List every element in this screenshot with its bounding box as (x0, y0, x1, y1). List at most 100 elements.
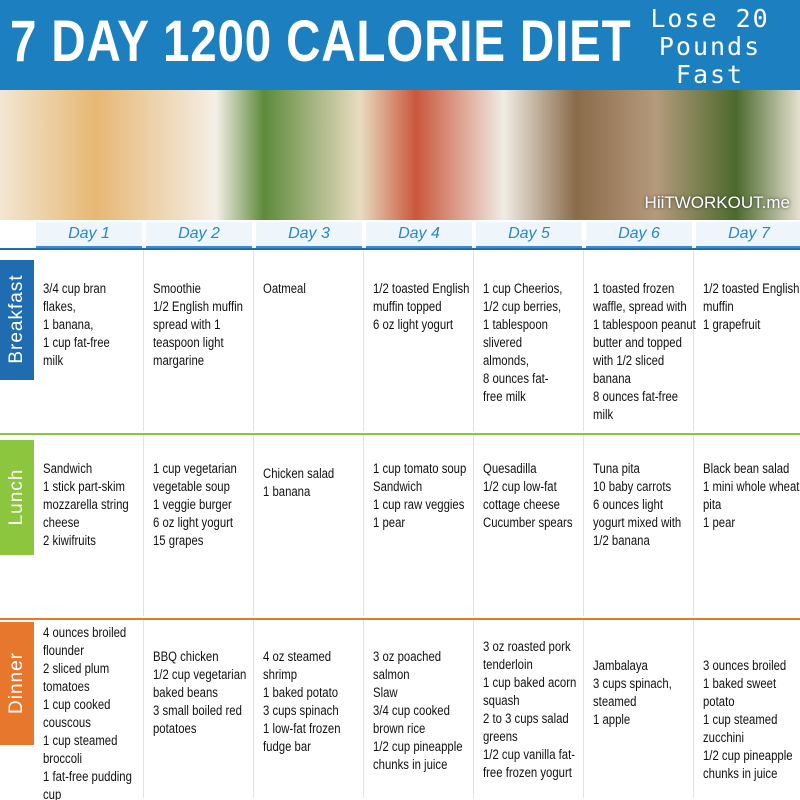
cell-line: 3 small boiled red (153, 703, 242, 718)
cell-line: 3/4 cup bran (43, 281, 107, 296)
column-divider (253, 620, 254, 798)
cell-line: banana (593, 371, 631, 386)
day-header: Day 5 (476, 222, 582, 248)
cell-line: flakes, (43, 299, 76, 314)
cell-line: greens (483, 729, 518, 744)
cell-line: 1/2 toasted English (703, 281, 800, 296)
column-divider (693, 250, 694, 431)
column-divider (363, 435, 364, 616)
cell-line: 8 ounces fat- (483, 371, 549, 386)
cell-line: Chicken salad (263, 466, 335, 481)
cell-line: yogurt mixed with (593, 515, 682, 530)
cell-line: zucchini (703, 730, 744, 745)
cell-line: 1 cup fat-free (43, 335, 110, 350)
header-bar (0, 0, 800, 90)
cell-line: 1/2 cup pineapple (373, 739, 463, 754)
cell-line: 8 ounces fat-free (593, 389, 679, 404)
cell-line: 1/2 cup pineapple (703, 748, 793, 763)
cell-line: margarine (153, 353, 205, 368)
cell-line: 3 oz roasted pork (483, 639, 571, 654)
cell-line: muffin (703, 299, 734, 314)
cell-line: 3 cups spinach (263, 703, 339, 718)
cell-line: 1 cup cooked (43, 697, 111, 712)
cell-line: 1/2 cup vegetarian (153, 667, 247, 682)
cell-line: pita (703, 497, 722, 512)
column-divider (693, 435, 694, 616)
row-label: Breakfast (0, 260, 34, 380)
cell-line: 1 tablespoon peanut (593, 317, 696, 332)
meal-name: Breakfast (6, 274, 27, 364)
cell-line: 1/2 banana (593, 533, 650, 548)
title: 7 DAY 1200 CALORIE DIET (10, 9, 632, 74)
column-divider (253, 435, 254, 616)
cell-line: 3 oz poached (373, 649, 442, 664)
day-header: Day 7 (696, 222, 800, 248)
cell-line: 2 kiwifruits (43, 533, 96, 548)
cell-line: milk (43, 353, 64, 368)
cell-line: 1 apple (593, 712, 631, 727)
cell-line: 1 toasted frozen (593, 281, 675, 296)
meal-name: Dinner (6, 651, 27, 714)
cell-line: Quesadilla (483, 461, 537, 476)
column-divider (473, 435, 474, 616)
cell-line: 1 cup tomato soup (373, 461, 467, 476)
cell-line: 6 oz light yogurt (153, 515, 234, 530)
cell-line: chunks in juice (703, 766, 778, 781)
cell-line: Slaw (373, 685, 398, 700)
cell-line: chunks in juice (373, 757, 448, 772)
cell-line: flounder (43, 643, 84, 658)
cell-line: 1 cup steamed (43, 733, 118, 748)
cell-line: almonds, (483, 353, 530, 368)
cell-line: 1 pear (703, 515, 736, 530)
cell-line: with 1/2 sliced (593, 353, 665, 368)
cell-line: tomatoes (43, 679, 90, 694)
cell-line: 1 mini whole wheat (703, 479, 800, 494)
cell-line: salmon (373, 667, 410, 682)
cell-line: broccoli (43, 751, 83, 766)
cell-line: butter and topped (593, 335, 682, 350)
cell-line: waffle, spread with (593, 299, 687, 314)
cell-line: 3/4 cup cooked (373, 703, 450, 718)
cell-line: vegetable soup (153, 479, 230, 494)
cell-line: Black bean salad (703, 461, 790, 476)
cell-line: muffin topped (373, 299, 442, 314)
cell-line: 1 banana (263, 484, 311, 499)
cell-line: 1 low-fat frozen (263, 721, 341, 736)
cell-line: cottage cheese (483, 497, 560, 512)
column-divider (363, 620, 364, 798)
cell-line: potatoes (153, 721, 197, 736)
cell-line: shrimp (263, 667, 298, 682)
cell-line: milk (593, 407, 614, 422)
row-rule (0, 248, 800, 250)
cell-line: 1 cup raw veggies (373, 497, 465, 512)
cell-line: 3 cups spinach, (593, 676, 672, 691)
day-header: Day 6 (586, 222, 692, 248)
column-divider (583, 435, 584, 616)
cell-line: Cucumber spears (483, 515, 573, 530)
cell-line: 1 baked potato (263, 685, 339, 700)
tagline: Lose 20 (650, 4, 770, 33)
column-divider (253, 250, 254, 431)
column-divider (143, 250, 144, 431)
cell-line: 1 stick part-skim (43, 479, 125, 494)
column-divider (143, 620, 144, 798)
cell-line: 10 baby carrots (593, 479, 672, 494)
cell-line: 1 cup vegetarian (153, 461, 237, 476)
column-divider (473, 620, 474, 798)
cell-line: 6 ounces light (593, 497, 663, 512)
cell-line: squash (483, 693, 520, 708)
day-header: Day 4 (366, 222, 472, 248)
cell-line: 4 ounces broiled (43, 625, 127, 640)
cell-line: teaspoon light (153, 335, 224, 350)
cell-line: 1/2 cup vanilla fat- (483, 747, 576, 762)
cell-line: 1 banana, (43, 317, 94, 332)
row-rule (0, 433, 800, 435)
cell-line: 2 sliced plum (43, 661, 110, 676)
cell-line: 1/2 English muffin (153, 299, 243, 314)
tagline: Fast (675, 60, 745, 89)
cell-line: 1/2 toasted English (373, 281, 470, 296)
cell-line: fudge bar (263, 739, 311, 754)
cell-line: BBQ chicken (153, 649, 219, 664)
cell-line: spread with 1 (153, 317, 221, 332)
